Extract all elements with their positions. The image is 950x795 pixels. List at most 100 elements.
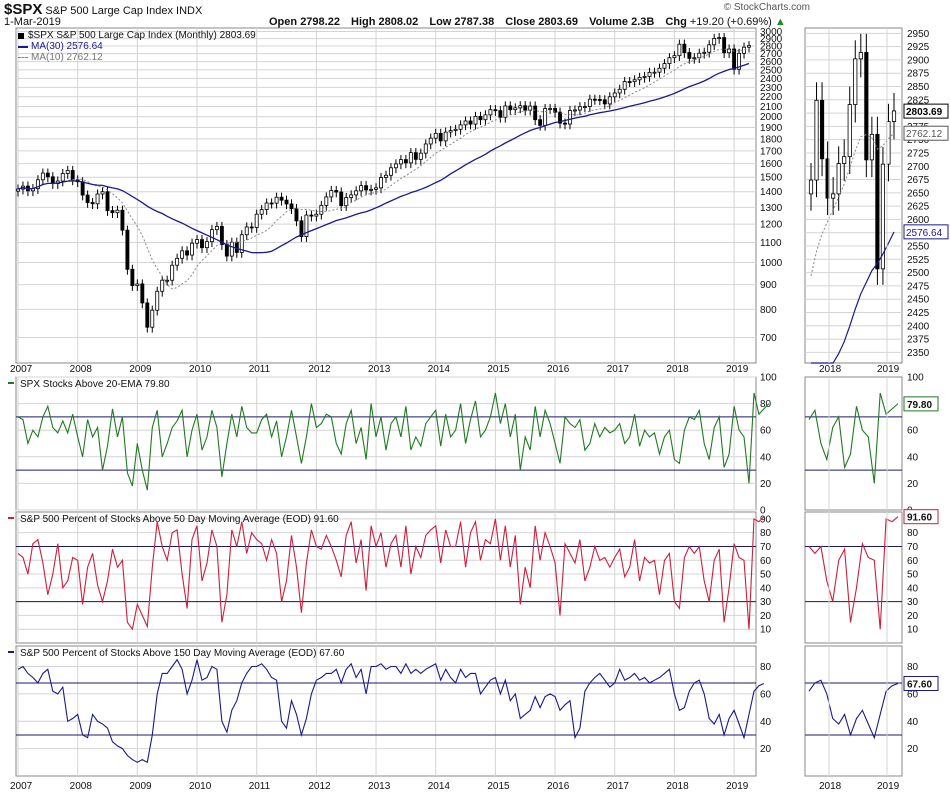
ind3-tick-label: 20 <box>760 744 772 755</box>
x-tick-label-2015: 2015 <box>487 781 510 792</box>
ind2-line <box>17 516 765 631</box>
candle-body <box>379 177 383 189</box>
candle-body <box>737 52 741 70</box>
price-x-tick-label: 2012 <box>308 364 331 375</box>
candle-body <box>558 111 562 124</box>
side-ind3-tick-label: 20 <box>907 744 919 755</box>
ind1-title: SPX Stocks Above 20-EMA 79.80 <box>20 379 170 390</box>
side-price-tick-label: 2475 <box>907 281 930 292</box>
candle-body <box>717 37 722 39</box>
side-ind1-line <box>808 392 899 484</box>
candle-body <box>488 109 493 116</box>
side-price-tick-label: 2450 <box>907 295 930 306</box>
price-tick-label: 2900 <box>760 34 783 45</box>
candle-body <box>687 52 692 59</box>
side-price-tick-label: 2600 <box>907 215 930 226</box>
side-price-tick-label: 2425 <box>907 308 930 319</box>
candle-body <box>339 191 344 207</box>
price-tick-label: 1700 <box>760 146 783 157</box>
candle-body <box>538 119 543 126</box>
ind2-tick-label: 30 <box>760 597 772 608</box>
candle-body <box>274 196 279 204</box>
candle-body <box>617 88 622 94</box>
side-panel-frame-1 <box>804 376 903 511</box>
candle-body <box>712 38 717 46</box>
candle-body <box>423 143 428 154</box>
candle-body <box>349 194 354 198</box>
candle-body <box>259 209 264 215</box>
side-price-tick-label: 2350 <box>907 348 930 359</box>
x-tick-label-2011: 2011 <box>249 781 271 792</box>
side-ind1-tick-label: 100 <box>907 373 924 384</box>
candle-body <box>692 57 697 60</box>
legend-price-swatch <box>18 32 24 39</box>
candle-body <box>443 131 448 142</box>
side-price-tick-label: 2925 <box>907 42 930 53</box>
x-tick-label-2016: 2016 <box>547 781 570 792</box>
side-candle-body <box>864 52 869 161</box>
candle-body <box>747 45 751 48</box>
candle-body <box>602 99 607 105</box>
price-tick-label: 1400 <box>760 187 783 198</box>
panel-frame-1 <box>15 376 757 511</box>
price-x-tick-label: 2016 <box>547 364 570 375</box>
price-tick-label: 2800 <box>760 41 783 52</box>
candle-body <box>413 152 418 160</box>
candle-body <box>642 75 647 78</box>
candle-body <box>309 214 314 217</box>
candle-body <box>707 44 712 53</box>
candle-body <box>389 167 393 176</box>
side-price-tick-label: 2525 <box>907 255 930 266</box>
candle-body <box>418 152 423 160</box>
side-ind1-last-label: 79.80 <box>907 400 932 411</box>
candle-body <box>185 250 190 256</box>
candle-body <box>319 204 324 215</box>
price-tick-label: 2000 <box>760 112 783 123</box>
side-ind3-line <box>808 679 899 740</box>
candle-body <box>384 174 388 178</box>
candle-body <box>70 170 75 181</box>
side-ind3-last-box <box>903 675 939 691</box>
price-tick-label: 1000 <box>760 258 783 269</box>
candle-body <box>130 268 135 286</box>
candle-body <box>398 159 403 165</box>
side-price-tick-label: 2675 <box>907 175 930 186</box>
x-tick-label-2008: 2008 <box>70 781 93 792</box>
price-tick-label: 2700 <box>760 49 783 60</box>
index-name: S&P 500 Large Cap Index INDX <box>45 5 203 17</box>
legend-price: $SPX S&P 500 Large Cap Index (Monthly) 2… <box>18 30 256 41</box>
side-ind2-tick-label: 40 <box>907 583 919 594</box>
ind3-tick-label: 80 <box>760 662 772 673</box>
ind1-tick-label: 100 <box>760 373 777 384</box>
side-candle-body <box>847 104 852 158</box>
x-tick-label-2019: 2019 <box>726 781 749 792</box>
side-ind2-tick-label: 50 <box>907 570 919 581</box>
side-ma10-last-label-box <box>903 125 949 141</box>
ind1-tick-label: 0 <box>760 506 766 517</box>
candle-body <box>95 193 100 205</box>
price-x-tick-label: 2008 <box>70 364 93 375</box>
price-x-tick-label: 2007 <box>10 364 33 375</box>
candle-body <box>597 99 602 101</box>
candle-body <box>100 191 105 195</box>
candle-body <box>428 137 433 145</box>
price-tick-label: 1800 <box>760 134 783 145</box>
candle-body <box>438 132 443 142</box>
side-ind1-last-box <box>903 396 939 412</box>
side-ma10-last-label: 2762.12 <box>906 129 943 140</box>
price-tick-label: 1600 <box>760 159 783 170</box>
candle-body <box>344 197 349 207</box>
panel-frame-3 <box>15 645 757 777</box>
ma30-line <box>17 62 750 254</box>
candle-body <box>214 226 219 231</box>
side-ind2-last-label: 91.60 <box>907 513 932 524</box>
price-tick-label: 2200 <box>760 92 783 103</box>
candle-body <box>234 241 239 253</box>
price-tick-label: 2600 <box>760 57 783 68</box>
candle-body <box>548 108 553 110</box>
candle-body <box>508 105 513 111</box>
candle-body <box>329 190 334 198</box>
side-price-tick-label: 2875 <box>907 69 930 80</box>
candle-body <box>582 106 587 108</box>
candle-body <box>209 229 214 243</box>
